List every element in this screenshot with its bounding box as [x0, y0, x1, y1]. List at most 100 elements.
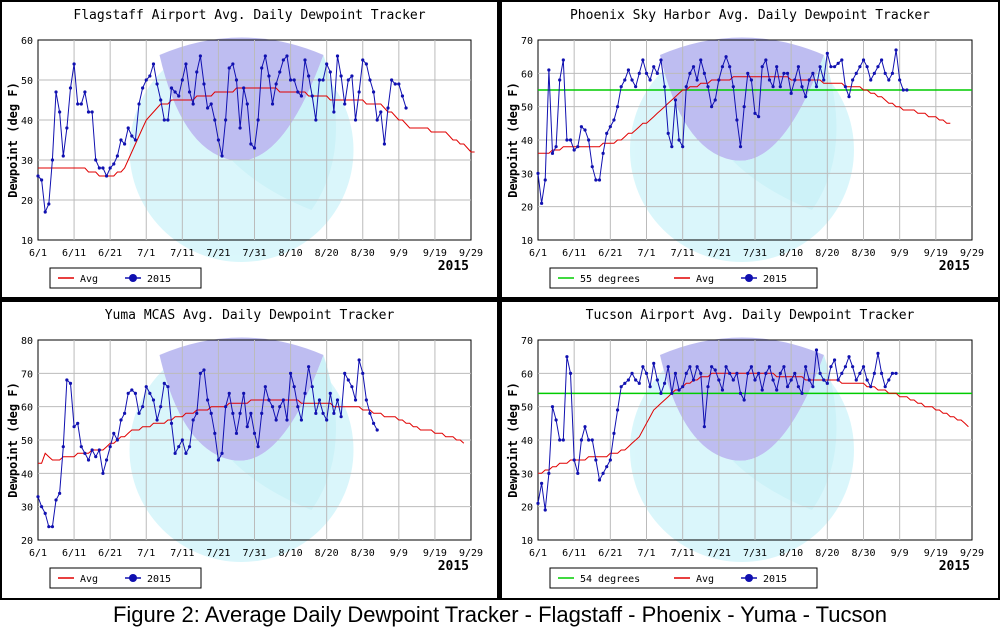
x-tick-label: 6/1	[29, 548, 47, 559]
data-point-2015	[731, 85, 735, 89]
data-point-2015	[684, 85, 688, 89]
data-point-2015	[281, 398, 285, 402]
data-point-2015	[231, 411, 235, 415]
data-point-2015	[854, 71, 858, 75]
year-label: 2015	[939, 259, 970, 274]
y-tick-label: 80	[21, 336, 33, 347]
data-point-2015	[804, 95, 808, 99]
data-point-2015	[184, 62, 188, 66]
data-point-2015	[558, 78, 562, 82]
data-point-2015	[568, 138, 573, 142]
data-point-2015	[119, 138, 123, 142]
data-point-2015	[634, 85, 638, 89]
data-point-2015	[749, 365, 753, 369]
data-point-2015	[869, 78, 873, 82]
data-point-2015	[717, 378, 721, 382]
x-tick-label: 8/10	[279, 548, 303, 559]
data-point-2015	[54, 90, 58, 94]
data-point-2015	[36, 174, 40, 178]
data-point-2015	[350, 385, 354, 389]
data-point-2015	[227, 66, 231, 70]
data-point-2015	[699, 58, 703, 62]
x-tick-label: 7/11	[170, 548, 194, 559]
data-point-2015	[104, 458, 109, 462]
data-point-2015	[691, 378, 696, 382]
data-point-2015	[371, 421, 376, 425]
data-point-2015	[343, 102, 347, 106]
data-point-2015	[343, 371, 347, 375]
data-point-2015	[346, 378, 350, 382]
data-point-2015	[814, 85, 819, 89]
data-point-2015	[579, 438, 583, 442]
data-point-2015	[361, 371, 365, 375]
x-tick-label: 7/1	[637, 548, 655, 559]
x-tick-label: 7/21	[707, 548, 731, 559]
data-point-2015	[155, 418, 159, 422]
chart-svg: 10 20 30 40 50 60 6/1 6/11 6/21 7/1 7/11 7/21 7/31 8/…	[6, 8, 483, 289]
data-point-2015	[72, 62, 76, 66]
x-tick-label: 6/1	[529, 248, 547, 259]
x-tick-label: 9/29	[459, 548, 483, 559]
data-point-2015	[840, 58, 844, 62]
data-point-2015	[252, 431, 257, 435]
data-point-2015	[397, 82, 401, 86]
data-point-2015	[328, 70, 332, 74]
data-point-2015	[612, 431, 616, 435]
x-tick-label: 7/1	[637, 248, 655, 259]
data-point-2015	[789, 91, 793, 95]
series-avg-line	[38, 399, 465, 464]
data-point-2015	[695, 78, 699, 82]
data-point-2015	[543, 178, 547, 182]
data-point-2015	[180, 78, 184, 82]
data-point-2015	[905, 88, 909, 92]
y-tick-label: 20	[521, 203, 533, 214]
data-point-2015	[901, 88, 905, 92]
data-point-2015	[865, 378, 869, 382]
noaa-watermark	[129, 37, 354, 262]
chart-panel: 10 20 30 40 50 60 70 6/1 6/11 6/21 7/1 7/11 7/21 7/31…	[502, 302, 998, 598]
data-point-2015	[260, 411, 264, 415]
data-point-2015	[177, 94, 181, 98]
data-point-2015	[662, 381, 667, 385]
data-point-2015	[652, 65, 656, 69]
data-point-2015	[547, 471, 551, 475]
data-point-2015	[166, 385, 170, 389]
chart-panel: 20 30 40 50 60 70 80 6/1 6/11 6/21 7/1 7/11 7/21 7/31…	[2, 302, 497, 598]
data-point-2015	[227, 391, 231, 395]
year-label: 2015	[939, 559, 970, 574]
data-point-2015	[173, 451, 177, 455]
x-tick-label: 8/30	[851, 248, 875, 259]
x-tick-label: 7/21	[707, 248, 731, 259]
data-point-2015	[738, 391, 743, 395]
data-point-2015	[361, 58, 365, 62]
data-point-2015	[832, 65, 837, 69]
data-point-2015	[630, 371, 634, 375]
data-point-2015	[804, 365, 808, 369]
data-point-2015	[861, 58, 866, 62]
data-point-2015	[220, 451, 224, 455]
data-point-2015	[659, 58, 663, 62]
data-point-2015	[339, 415, 343, 419]
data-point-2015	[368, 78, 372, 82]
data-point-2015	[83, 451, 87, 455]
y-tick-label: 60	[521, 369, 533, 380]
data-point-2015	[187, 445, 192, 449]
data-point-2015	[872, 71, 876, 75]
data-point-2015	[858, 371, 862, 375]
data-point-2015	[339, 74, 343, 78]
data-point-2015	[58, 110, 62, 114]
data-point-2015	[543, 508, 547, 512]
y-tick-label: 10	[521, 536, 533, 547]
data-point-2015	[379, 110, 383, 114]
data-point-2015	[40, 505, 44, 509]
chart-panel: 10 20 30 40 50 60 70 6/1 6/11 6/21 7/1 7/11 7/21 7/31…	[502, 2, 998, 297]
data-point-2015	[558, 438, 562, 442]
data-point-2015	[619, 85, 623, 89]
data-point-2015	[307, 365, 311, 369]
data-point-2015	[83, 90, 87, 94]
data-point-2015	[879, 371, 884, 375]
data-point-2015	[576, 471, 580, 475]
x-tick-label: 7/11	[671, 548, 695, 559]
data-point-2015	[583, 425, 587, 429]
y-tick-label: 50	[521, 403, 533, 414]
